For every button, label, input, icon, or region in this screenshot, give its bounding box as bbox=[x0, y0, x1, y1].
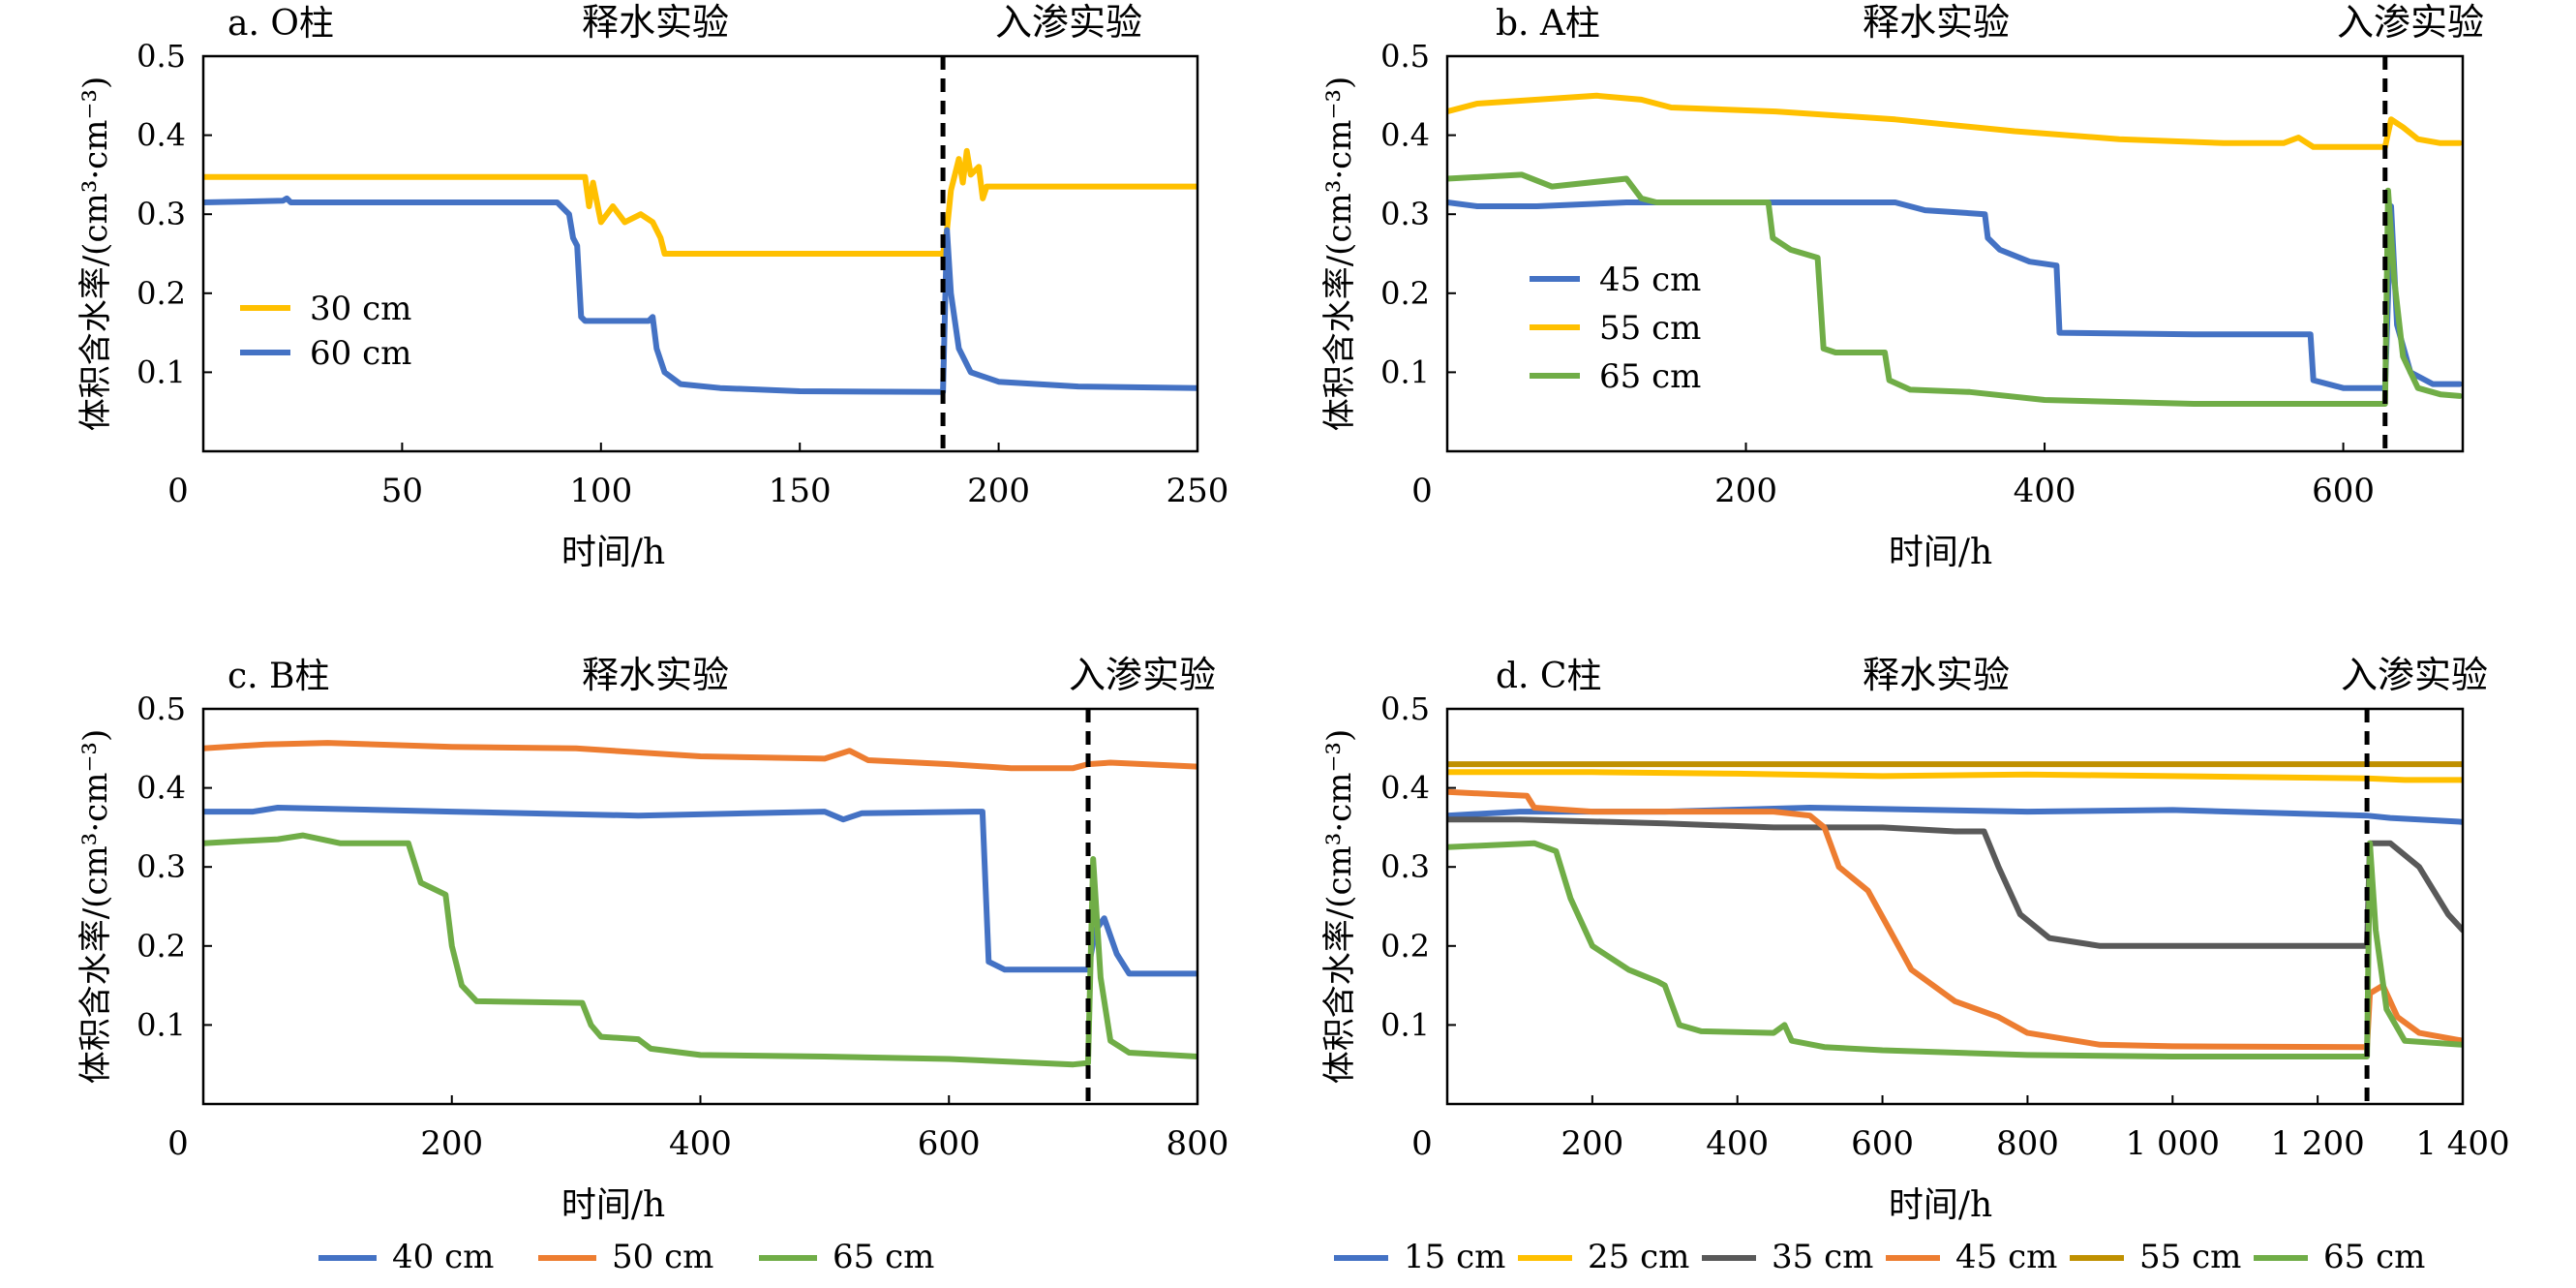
x-tick-label: 400 bbox=[1706, 1124, 1769, 1163]
legend-label: 35 cm bbox=[1772, 1238, 1873, 1276]
legend-label: 60 cm bbox=[310, 334, 411, 373]
y-tick-label: 0.5 bbox=[1380, 38, 1430, 75]
series-line-35cm bbox=[1447, 816, 2463, 949]
x-tick-label: 200 bbox=[420, 1124, 483, 1163]
y-tick-label: 0.2 bbox=[1380, 275, 1430, 312]
x-tick-label: 600 bbox=[1851, 1124, 1914, 1163]
series-line-55cm bbox=[1447, 92, 2463, 150]
series-line-65cm bbox=[203, 832, 1197, 1068]
x-tick-label: 100 bbox=[569, 472, 632, 510]
x-tick-label: 0 bbox=[1411, 472, 1433, 510]
phase-label-release: 释水实验 bbox=[1863, 1, 2010, 44]
series-line-45cm bbox=[1447, 788, 2463, 1051]
y-tick-label: 0.5 bbox=[1380, 690, 1430, 727]
x-tick-label: 0 bbox=[167, 472, 189, 510]
y-tick-label: 0.4 bbox=[1380, 770, 1430, 807]
panel-label: b. A柱 bbox=[1496, 4, 1600, 44]
plot-frame bbox=[1445, 707, 2465, 1106]
y-tick-label: 0.4 bbox=[136, 117, 186, 154]
y-tick-label: 0.3 bbox=[1380, 196, 1430, 232]
legend-label: 25 cm bbox=[1588, 1238, 1689, 1276]
y-tick-label: 0.5 bbox=[136, 38, 186, 75]
phase-label-infiltration: 入渗实验 bbox=[2341, 654, 2488, 696]
x-tick-label: 1 400 bbox=[2415, 1124, 2509, 1163]
x-tick-label: 250 bbox=[1167, 472, 1229, 510]
panel-4: 0.1 0.2 0.3 0.4 0.5 0 200 400 600 800 1 000 1 200 1 … bbox=[1320, 654, 2510, 1225]
y-tick-label: 0.1 bbox=[1380, 353, 1430, 390]
y-tick-label: 0.1 bbox=[136, 1006, 186, 1043]
x-axis-label: 时间/h bbox=[561, 1185, 665, 1225]
y-tick-label: 0.5 bbox=[136, 690, 186, 727]
x-tick-label: 600 bbox=[918, 1124, 981, 1163]
x-tick-label: 50 bbox=[381, 472, 423, 510]
series-line-60cm bbox=[203, 195, 1197, 395]
legend-label: 50 cm bbox=[612, 1238, 713, 1276]
phase-label-infiltration: 入渗实验 bbox=[1069, 654, 1216, 696]
y-axis-label: 体积含水率/(cm³·cm⁻³) bbox=[76, 729, 115, 1085]
legend-label: 30 cm bbox=[310, 290, 411, 328]
series-line-25cm bbox=[1447, 769, 2463, 783]
panel-label: d. C柱 bbox=[1496, 657, 1601, 696]
y-axis-label: 体积含水率/(cm³·cm⁻³) bbox=[1320, 77, 1359, 432]
legend-bottom-4: 15 cm 25 cm 35 cm 45 cm 55 cm 65 cm bbox=[1334, 1238, 2425, 1276]
x-tick-label: 0 bbox=[167, 1124, 189, 1163]
y-tick-label: 0.1 bbox=[136, 353, 186, 390]
panel-label: c. B柱 bbox=[227, 657, 330, 696]
x-tick-label: 1 000 bbox=[2126, 1124, 2220, 1163]
series-line-50cm bbox=[203, 740, 1197, 772]
phase-label-infiltration: 入渗实验 bbox=[995, 1, 1142, 44]
x-tick-label: 400 bbox=[2014, 472, 2076, 510]
y-tick-label: 0.4 bbox=[136, 770, 186, 807]
x-tick-label: 800 bbox=[1167, 1124, 1229, 1163]
legend-label: 45 cm bbox=[1599, 261, 1701, 299]
plot-frame bbox=[201, 54, 1199, 453]
y-tick-label: 0.2 bbox=[136, 928, 186, 965]
legend-label: 55 cm bbox=[2139, 1238, 2241, 1276]
legend-label: 65 cm bbox=[833, 1238, 934, 1276]
x-tick-label: 200 bbox=[1561, 1124, 1623, 1163]
x-tick-label: 150 bbox=[769, 472, 832, 510]
panel-1: 0.1 0.2 0.3 0.4 0.5 0 50 100 150 200 250 时间/h 体积含水率/… bbox=[76, 1, 1228, 572]
x-axis-label: 时间/h bbox=[1889, 533, 1992, 572]
y-tick-label: 0.2 bbox=[1380, 928, 1430, 965]
x-tick-label: 600 bbox=[2312, 472, 2375, 510]
phase-label-release: 释水实验 bbox=[1863, 654, 2010, 696]
series-line-65cm bbox=[1447, 171, 2463, 407]
y-tick-label: 0.2 bbox=[136, 275, 186, 312]
x-tick-label: 200 bbox=[1714, 472, 1777, 510]
panel-2: 0.1 0.2 0.3 0.4 0.5 0 200 400 600 时间/h 体积含水率/(cm³·… bbox=[1320, 1, 2484, 572]
panel-3: 0.1 0.2 0.3 0.4 0.5 0 200 400 600 800 时间/h 体积含水率/(c… bbox=[76, 654, 1228, 1225]
x-tick-label: 0 bbox=[1411, 1124, 1433, 1163]
x-tick-label: 1 200 bbox=[2270, 1124, 2364, 1163]
legend-bottom-3: 40 cm 50 cm 65 cm bbox=[318, 1238, 934, 1276]
x-axis-label: 时间/h bbox=[1889, 1185, 1992, 1225]
series-line-40cm bbox=[203, 805, 1197, 977]
legend-label: 15 cm bbox=[1404, 1238, 1505, 1276]
x-tick-label: 200 bbox=[967, 472, 1030, 510]
plot-frame bbox=[1445, 54, 2465, 453]
y-tick-label: 0.1 bbox=[1380, 1006, 1430, 1043]
legend-label: 65 cm bbox=[1599, 357, 1701, 396]
x-axis-label: 时间/h bbox=[561, 533, 665, 572]
legend-label: 40 cm bbox=[392, 1238, 494, 1276]
series-line-30cm bbox=[203, 147, 1197, 257]
series-line-65cm bbox=[1447, 840, 2463, 1059]
phase-label-release: 释水实验 bbox=[582, 654, 729, 696]
y-tick-label: 0.4 bbox=[1380, 117, 1430, 154]
phase-label-release: 释水实验 bbox=[582, 1, 729, 44]
phase-label-infiltration: 入渗实验 bbox=[2337, 1, 2484, 44]
y-tick-label: 0.3 bbox=[136, 196, 186, 232]
x-tick-label: 400 bbox=[669, 1124, 732, 1163]
y-axis-label: 体积含水率/(cm³·cm⁻³) bbox=[1320, 729, 1359, 1085]
y-tick-label: 0.3 bbox=[1380, 848, 1430, 885]
legend-label: 55 cm bbox=[1599, 309, 1701, 348]
y-tick-label: 0.3 bbox=[136, 848, 186, 885]
legend-label: 45 cm bbox=[1955, 1238, 2057, 1276]
panel-label: a. O柱 bbox=[227, 4, 334, 44]
x-tick-label: 800 bbox=[1996, 1124, 2059, 1163]
legend-label: 65 cm bbox=[2323, 1238, 2425, 1276]
y-axis-label: 体积含水率/(cm³·cm⁻³) bbox=[76, 77, 115, 432]
